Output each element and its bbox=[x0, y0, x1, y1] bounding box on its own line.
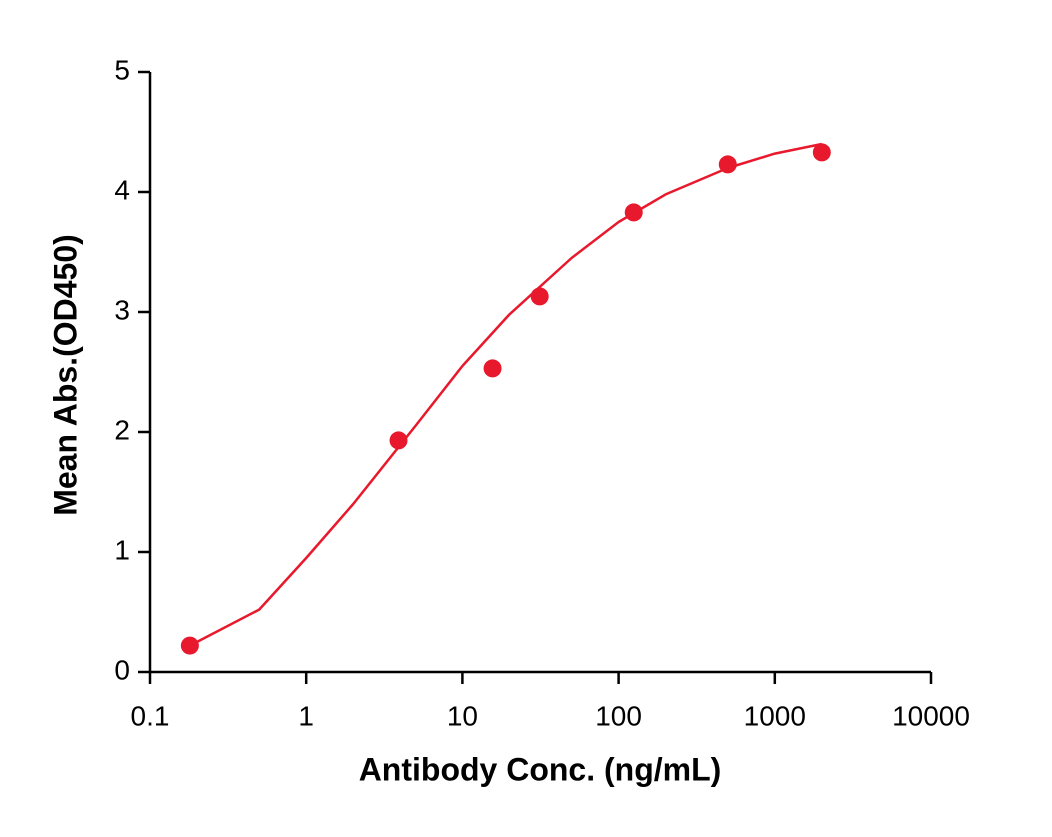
y-tick-label: 4 bbox=[114, 174, 130, 205]
y-tick-label: 5 bbox=[114, 54, 130, 85]
x-tick-label: 1 bbox=[298, 700, 314, 731]
x-tick-label: 1000 bbox=[744, 700, 806, 731]
data-point bbox=[389, 431, 408, 450]
y-axis-label: Mean Abs.(OD450) bbox=[47, 234, 83, 516]
data-point bbox=[483, 359, 502, 378]
fit-curve bbox=[189, 142, 823, 647]
x-tick-label: 10 bbox=[447, 700, 478, 731]
data-point bbox=[180, 636, 199, 655]
y-tick-label: 3 bbox=[114, 294, 130, 325]
x-tick-label: 10000 bbox=[892, 700, 970, 731]
data-point bbox=[624, 203, 643, 222]
y-tick-label: 0 bbox=[114, 654, 130, 685]
y-tick-label: 1 bbox=[114, 534, 130, 565]
data-point bbox=[718, 155, 737, 174]
x-axis-label: Antibody Conc. (ng/mL) bbox=[359, 751, 722, 787]
x-tick-label: 0.1 bbox=[131, 700, 170, 731]
x-tick-label: 100 bbox=[595, 700, 642, 731]
data-point bbox=[812, 143, 831, 162]
data-point bbox=[530, 287, 549, 306]
y-tick-label: 2 bbox=[114, 414, 130, 445]
